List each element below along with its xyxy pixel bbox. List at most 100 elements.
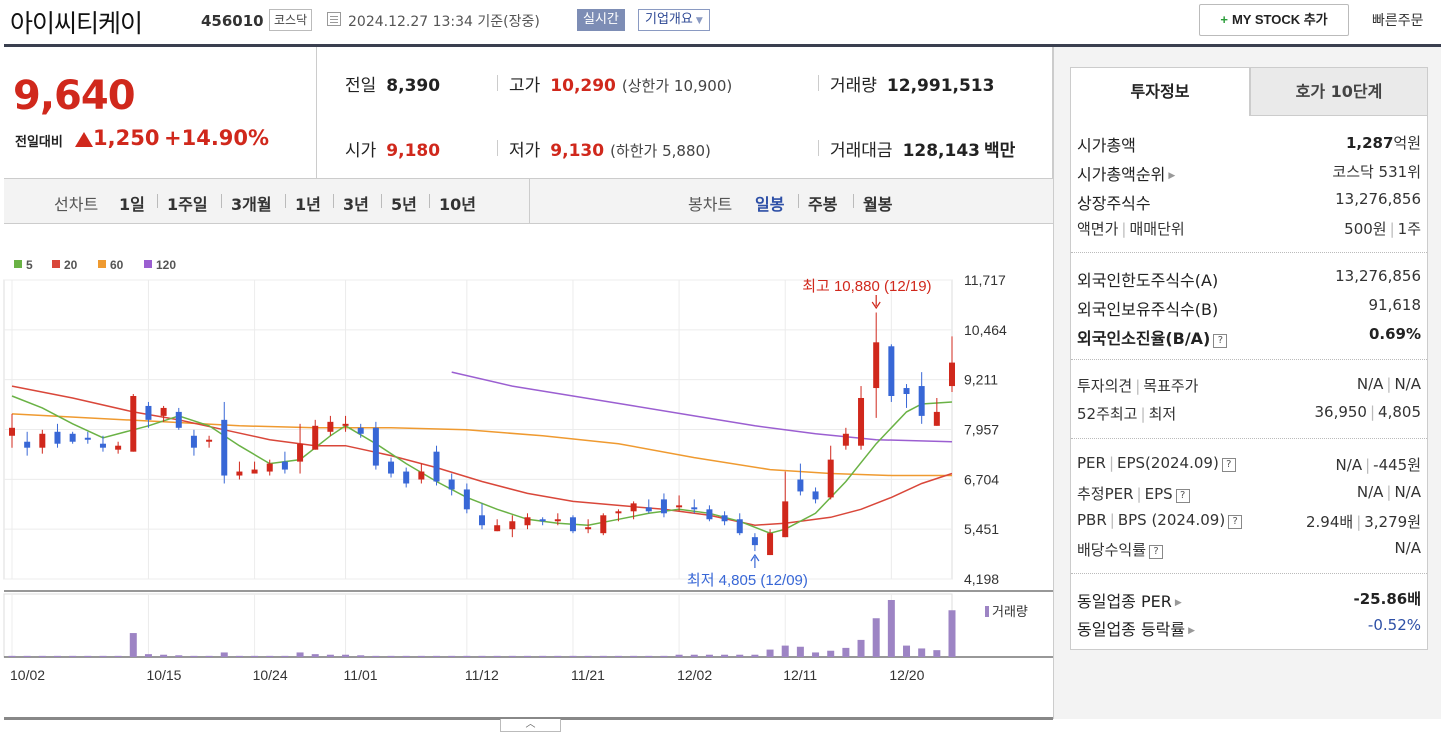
market-cap-row: 시가총액 1,287억원 [1077,134,1421,155]
volume-bar [508,655,516,657]
candle-daily[interactable]: 일봉 [755,195,785,214]
volume-bar [235,655,243,657]
quick-order-link[interactable]: 빠른주문 [1372,13,1424,29]
line-chart-label: 선차트 [54,195,99,214]
volume-bar [326,654,334,657]
volume-bar [372,655,380,657]
candle-body [706,509,713,520]
candle-body [403,471,410,484]
volume-bar [84,655,92,657]
candle-body [691,507,698,510]
sector-change-row[interactable]: 동일업종 등락률 ▶ -0.52% [1077,616,1421,639]
volume-bar [736,654,744,657]
help-icon[interactable]: ? [1149,545,1164,559]
volume-bar [751,654,759,657]
legend-label: 60 [110,258,124,272]
arrow-right-icon: ▶ [1188,626,1196,636]
candle-body [357,427,364,434]
volume-bar [114,655,122,657]
y-tick-label: 10,464 [964,322,1007,338]
sector-per-row[interactable]: 동일업종 PER ▶ -25.86배 [1077,590,1421,611]
y-tick-label: 5,451 [964,521,999,537]
volume-bar [827,650,835,657]
volume-bar [523,655,531,657]
candle-body [615,511,622,514]
volume-bar [175,655,183,657]
chevron-up-icon: ︿ [525,719,536,730]
realtime-badge[interactable]: 실시간 [577,9,625,31]
volume-bar [903,645,911,657]
x-tick-label: 11/21 [571,667,605,683]
arrow-right-icon: ▶ [1174,598,1182,608]
volume-bar [812,652,820,657]
help-icon[interactable]: ? [1221,458,1236,472]
candle-body [858,397,865,446]
volume-bar [630,655,638,657]
volume-bar [38,655,46,657]
chart-period-bar: 선차트 1일 1주일 3개월 1년 3년 5년 10년 봉차트 일봉 주봉 월봉 [4,178,1053,224]
candle-body [949,362,955,387]
help-icon[interactable]: ? [1175,489,1190,503]
market-cap-rank-row[interactable]: 시가총액순위 ▶ 코스닥 531위 [1077,163,1421,184]
candle-body [433,451,440,482]
volume-bar [766,649,774,657]
x-tick-label: 10/02 [10,667,45,683]
tab-order-book[interactable]: 호가 10단계 [1250,67,1428,116]
candle-body [84,437,91,440]
foreign-ratio-row: 외국인소진율(B/A)? 0.69% [1077,325,1421,348]
y-tick-label: 11,717 [964,272,1006,288]
listed-shares-row: 상장주식수 13,276,856 [1077,190,1421,213]
candle-body [782,501,789,538]
period-1d[interactable]: 1일 [119,195,145,214]
candle-body [372,427,379,466]
candle-body [160,407,167,416]
tab-investment-info[interactable]: 투자정보 [1070,67,1250,116]
period-1w[interactable]: 1주일 [167,195,208,214]
volume-bar [357,655,365,657]
candle-body [69,433,76,442]
candle-body [842,433,849,446]
candle-body [130,395,137,452]
x-tick-label: 12/20 [889,667,924,683]
collapse-chart-button[interactable]: ︿ [500,719,561,732]
volume-bar [69,655,77,657]
candle-weekly[interactable]: 주봉 [808,195,838,214]
my-stock-add-button[interactable]: + MY STOCK 추가 [1199,4,1349,36]
est-per-eps-row: 추정PER | EPS? N/A | N/A [1077,483,1421,503]
period-3y[interactable]: 3년 [343,195,369,214]
volume-bar [220,652,228,657]
volume-bar [569,655,577,657]
legend-swatch [144,260,152,268]
company-overview-dropdown[interactable]: 기업개요 ▼ [638,9,710,31]
volume-bar [599,655,607,657]
help-icon[interactable]: ? [1228,515,1243,529]
candle-body [873,342,880,389]
y-tick-label: 9,211 [964,372,998,388]
opinion-target-row: 투자의견 | 목표주가 N/A | N/A [1077,375,1421,395]
candle-body [585,527,592,530]
change-label: 전일대비 [15,135,63,150]
candle-monthly[interactable]: 월봉 [863,195,893,214]
volume-bar [281,655,289,657]
period-10y[interactable]: 10년 [439,195,476,214]
period-5y[interactable]: 5년 [391,195,417,214]
volume-bar [433,655,441,657]
candle-body [645,507,652,512]
candle-body [281,461,288,470]
stock-chart[interactable]: 11,717 10,464 9,211 7,957 6,704 5,451 4,198 10/… [0,250,1053,690]
volume-bar [342,654,350,657]
help-icon[interactable]: ? [1213,334,1228,348]
market-badge: 코스닥 [269,9,313,31]
candle-body [736,519,743,534]
candle-body [767,533,774,556]
period-1y[interactable]: 1년 [295,195,321,214]
volume-bar [417,655,425,657]
period-3m[interactable]: 3개월 [231,195,272,214]
price-divider [316,47,317,178]
candle-body [388,461,395,474]
candle-body [297,443,304,462]
candle-body [24,441,31,448]
trade-amount: 거래대금 128,143 백만 [830,141,1016,161]
volume-bar [781,645,789,657]
candle-body [190,435,197,448]
